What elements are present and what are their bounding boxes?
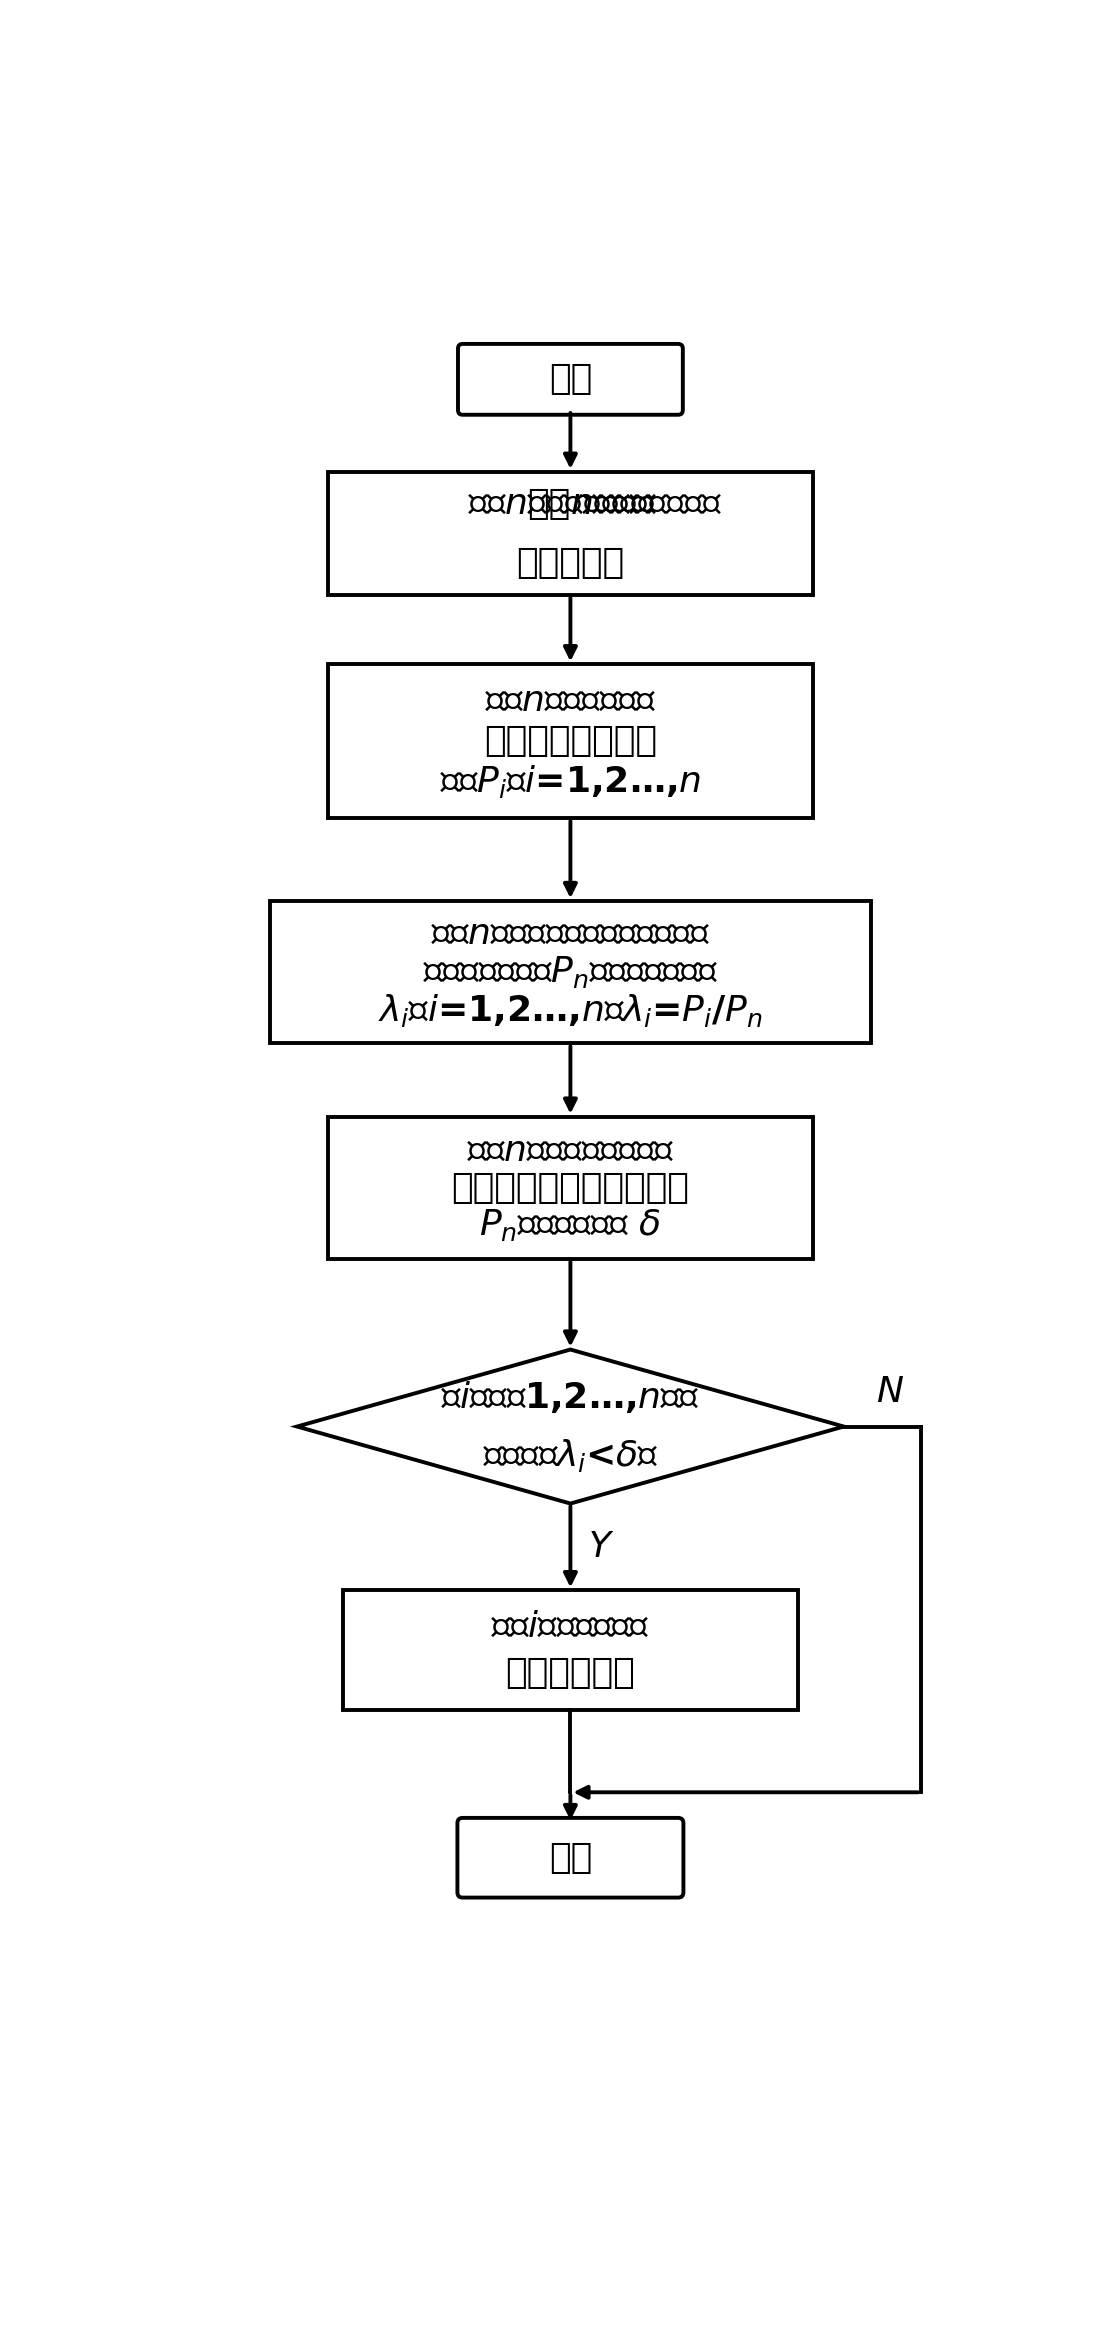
Text: 有功功率与额定有功功率: 有功功率与额定有功功率 <box>452 1170 689 1205</box>
Text: $N$: $N$ <box>876 1375 904 1408</box>
Bar <box>328 1117 812 1259</box>
Text: 结束: 结束 <box>549 1841 592 1876</box>
Bar <box>343 1589 798 1710</box>
Polygon shape <box>297 1350 844 1503</box>
Text: $\lambda_i$，$i$=1,2…,$n$，$\lambda_i$=$P_i$/$P_n$: $\lambda_i$，$i$=1,2…,$n$，$\lambda_i$=$P_… <box>378 991 762 1029</box>
Text: 行在模式一: 行在模式一 <box>516 545 624 579</box>
Text: 采集$n$台并网逆变器: 采集$n$台并网逆变器 <box>485 684 656 719</box>
Text: 设置$n$台并网逆变器运: 设置$n$台并网逆变器运 <box>469 486 657 521</box>
Text: $P_n$的比值边界值 $\delta$: $P_n$的比值边界值 $\delta$ <box>480 1208 661 1243</box>
FancyBboxPatch shape <box>457 1817 683 1897</box>
Bar <box>328 472 812 596</box>
Text: 是否满足$\lambda_i$<$\delta$？: 是否满足$\lambda_i$<$\delta$？ <box>483 1438 658 1475</box>
Text: 记为$P_i$，$i$=1,2…,$n$: 记为$P_i$，$i$=1,2…,$n$ <box>440 763 701 800</box>
Text: $Y$: $Y$ <box>588 1529 614 1564</box>
Text: $n$台并网逆变器运: $n$台并网逆变器运 <box>570 486 722 521</box>
Text: 与额定有功功率$P_n$的比值，并记为: 与额定有功功率$P_n$的比值，并记为 <box>423 954 718 991</box>
Text: 输出有功功率，并: 输出有功功率，并 <box>484 724 657 759</box>
Text: 设置$n$台并网逆变器输出: 设置$n$台并网逆变器输出 <box>466 1133 674 1168</box>
FancyBboxPatch shape <box>457 344 683 414</box>
Bar <box>270 901 870 1042</box>
Text: 当$i$依次为1,2…,$n$时，: 当$i$依次为1,2…,$n$时， <box>441 1380 700 1415</box>
Bar <box>328 663 812 819</box>
Text: 切换到模式二: 切换到模式二 <box>505 1657 636 1689</box>
Text: 计算$n$台并网逆变器输出有功功率: 计算$n$台并网逆变器输出有功功率 <box>431 917 710 952</box>
Text: 将第$i$台并网逆变器: 将第$i$台并网逆变器 <box>491 1610 650 1643</box>
Text: 设置: 设置 <box>528 486 570 521</box>
Text: 开始: 开始 <box>549 363 592 396</box>
